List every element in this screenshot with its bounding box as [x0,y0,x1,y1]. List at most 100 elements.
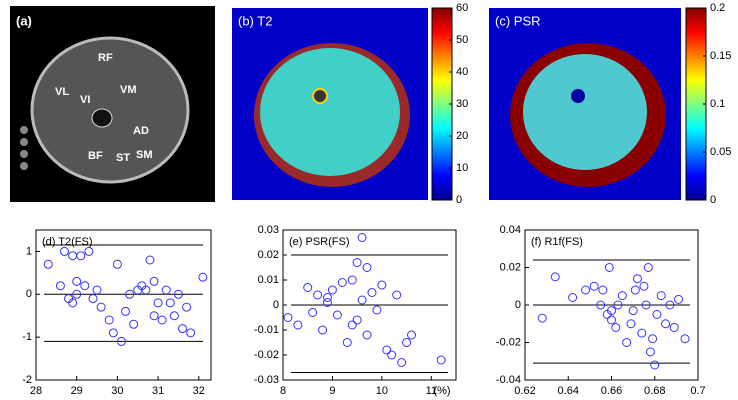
point [322,293,332,302]
point [617,291,627,301]
y-tick-label: -2 [22,374,32,386]
point [72,289,82,299]
point [337,278,347,287]
point [352,315,362,325]
x-tick-label: 8 [280,385,286,397]
y-tick-label: -0.02 [496,336,521,348]
colorbar-tick-label: 0.1 [710,98,725,110]
y-tick-label: -0.02 [254,349,279,361]
point [628,306,638,316]
point [613,300,623,310]
point [537,313,547,323]
y-tick-label: -0.04 [496,374,521,386]
point [92,285,102,295]
point [639,281,649,291]
colorbar-tick-label: 40 [456,66,468,78]
muscle-label: SM [136,149,153,161]
point [674,294,684,304]
point [165,298,175,308]
x-tick-label: 31 [152,385,164,397]
colorbar-tick-label: 0.15 [710,50,731,62]
bone [571,89,585,103]
point [303,283,313,292]
phantom [20,138,28,146]
point [436,355,446,365]
colorbar-tick-label: 60 [456,2,468,14]
point [596,300,606,310]
point [641,300,651,310]
point [402,338,412,347]
muscle [260,48,400,176]
point [108,328,118,338]
x-tick-label: 9 [329,385,335,397]
colorbar-tick-label: 50 [456,34,468,46]
point [367,288,377,297]
x-tick-label: 30 [111,385,123,397]
point [76,251,86,261]
muscle [523,54,647,170]
x-tick-label: 29 [71,385,83,397]
panel-label: (c) PSR [495,13,541,28]
point [157,315,167,325]
point [43,259,53,269]
x-tick-label: 0.7 [690,385,705,397]
point [169,311,179,321]
point [332,310,342,320]
point [313,290,323,300]
muscle-label: RF [98,52,113,64]
point [669,323,679,332]
point [607,306,616,316]
phantom [20,150,28,158]
point [149,311,159,321]
muscle-label: VL [55,86,69,98]
point [589,281,599,291]
point [88,294,98,304]
point [161,285,171,295]
plot-area [35,229,212,381]
colorbar-tick-label: 0.05 [710,146,731,158]
point [72,276,82,286]
point [347,275,357,285]
point [643,263,653,272]
muscle-label: AD [133,125,149,137]
y-tick-label: 0 [26,288,32,300]
point [550,272,560,282]
colorbar-tick-label: 0 [710,194,716,206]
point [182,302,192,312]
point [129,319,139,329]
point [622,338,632,347]
point [80,281,90,291]
point [149,276,159,286]
point [352,258,362,267]
point [648,334,658,344]
point [104,315,114,325]
point [293,320,303,330]
y-tick-label: 0.02 [500,261,521,273]
y-tick-label: 0.01 [258,274,279,286]
point [125,289,135,299]
point [645,347,655,357]
point [407,330,417,340]
point [357,295,367,305]
point [397,358,407,367]
phantom [20,162,28,170]
x-tick-label: 0.62 [514,385,535,397]
point [283,313,293,322]
y-tick-label: 0.03 [258,224,279,236]
y-tick-label: 0.04 [500,224,521,236]
x-tick-label: 10 [376,385,388,397]
point [661,319,671,329]
muscle-label: VM [120,84,137,96]
muscle-label: ST [116,152,130,164]
point [637,328,647,338]
point [630,285,640,295]
point [607,315,616,325]
point [652,309,662,319]
point [186,328,196,338]
y-tick-label: -0.03 [254,374,279,386]
point [342,338,352,347]
point [84,246,94,256]
y-tick-label: 0 [515,299,521,311]
